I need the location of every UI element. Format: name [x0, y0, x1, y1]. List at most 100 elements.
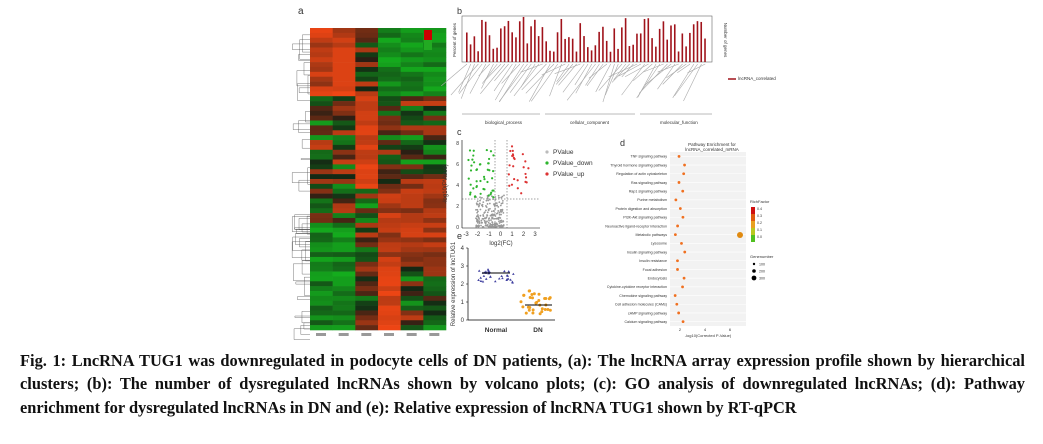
heatmap-cell: [423, 149, 447, 155]
go-bar: [602, 26, 604, 62]
heatmap-cell: [423, 183, 447, 190]
heatmap-cell: [310, 286, 333, 292]
pathway-point: [683, 163, 686, 167]
heatmap-cell: [423, 261, 447, 267]
heatmap-cell: [400, 62, 424, 68]
point: [486, 197, 489, 200]
x-tick-label: Normal: [485, 327, 508, 334]
point-down: [492, 196, 495, 199]
go-bar: [662, 21, 665, 62]
heatmap-cell: [378, 110, 401, 116]
go-term-label: [528, 63, 551, 102]
point-normal: [477, 269, 481, 272]
heatmap-cell: [400, 144, 424, 151]
pathway-point: [676, 268, 679, 271]
pathway-label: TNF signaling pathway: [630, 155, 667, 159]
heatmap-cell: [355, 237, 379, 243]
heatmap-cell: [332, 310, 356, 316]
heatmap-cell: [378, 37, 401, 43]
heatmap-cell: [310, 227, 333, 233]
dendrogram: [298, 120, 310, 133]
point-dn: [543, 296, 547, 300]
heatmap-cell: [378, 325, 401, 331]
point-down: [469, 193, 472, 196]
heatmap-cell: [400, 183, 424, 190]
heatmap-cell: [378, 193, 401, 199]
heatmap-cell: [400, 242, 424, 248]
go-bar: [632, 44, 634, 62]
go-bar: [469, 44, 472, 62]
point-normal: [501, 276, 504, 280]
go-term-label: [605, 63, 619, 96]
y-tick-label: 2: [461, 282, 465, 288]
go-term-label: [480, 63, 506, 94]
point-up: [512, 165, 515, 168]
heatmap-cell: [310, 47, 333, 53]
heatmap-cell: [378, 261, 401, 267]
heatmap-cell: [423, 169, 447, 175]
y-tick-label: 6: [456, 162, 459, 168]
point-dn: [526, 305, 530, 309]
dendrogram: [291, 241, 310, 258]
heatmap-cell: [423, 281, 447, 287]
heatmap-cell: [310, 154, 333, 160]
point: [484, 221, 486, 224]
heatmap-cell: [355, 81, 379, 87]
point: [495, 212, 498, 215]
heatmap-cell: [332, 159, 356, 165]
heatmap-cell: [400, 281, 424, 287]
heatmap-cell: [310, 91, 333, 97]
pathway-point: [674, 198, 678, 202]
go-term-label: [598, 63, 623, 91]
x-tick-label: 6: [729, 327, 732, 332]
point-down: [472, 154, 475, 157]
go-bar: [522, 16, 525, 62]
heatmap-cell: [310, 110, 333, 116]
heatmap-cell: [355, 42, 379, 48]
heatmap-cell: [310, 281, 333, 287]
y-tick-label: 4: [456, 183, 459, 189]
heatmap-cell: [332, 62, 356, 68]
point-normal: [484, 277, 488, 280]
go-bar: [594, 45, 597, 62]
heatmap-cell: [355, 28, 379, 34]
heatmap-cell: [310, 169, 333, 175]
heatmap-cell: [400, 91, 424, 97]
heatmap-cell: [332, 66, 356, 73]
heatmap-cell: [378, 247, 401, 253]
heatmap-cell: [378, 62, 401, 68]
point: [502, 220, 505, 222]
dendrogram: [301, 139, 310, 149]
heatmap-cell: [332, 169, 356, 175]
dendrogram: [306, 215, 310, 235]
heatmap-cell: [378, 198, 401, 204]
go-term-label: [618, 63, 642, 77]
heatmap-cell: [355, 32, 379, 39]
heatmap-cell: [310, 310, 333, 316]
point: [475, 225, 478, 228]
go-bar: [673, 24, 676, 62]
heatmap-cell: [310, 252, 333, 258]
colorbar-label: 0.3: [757, 214, 762, 218]
point: [487, 209, 490, 212]
point: [484, 211, 486, 214]
heatmap-cell: [400, 286, 424, 292]
heatmap-cell: [423, 86, 447, 92]
heatmap-cell: [310, 71, 333, 78]
heatmap-cell: [378, 242, 401, 248]
heatmap-cell: [310, 203, 333, 209]
go-bar: [636, 33, 638, 62]
heatmap-cell: [310, 115, 333, 121]
heatmap-cell: [400, 232, 424, 238]
heatmap-cell: [332, 110, 356, 116]
point-normal: [505, 274, 509, 277]
go-bar: [568, 37, 570, 62]
go-bar: [496, 47, 498, 62]
heatmap-cell: [332, 315, 356, 321]
heatmap-cell: [378, 276, 401, 282]
point: [485, 205, 487, 207]
heatmap-cell: [423, 291, 447, 297]
heatmap-cell: [400, 42, 424, 48]
heatmap-cell: [310, 291, 333, 297]
heatmap-cell: [310, 320, 333, 326]
